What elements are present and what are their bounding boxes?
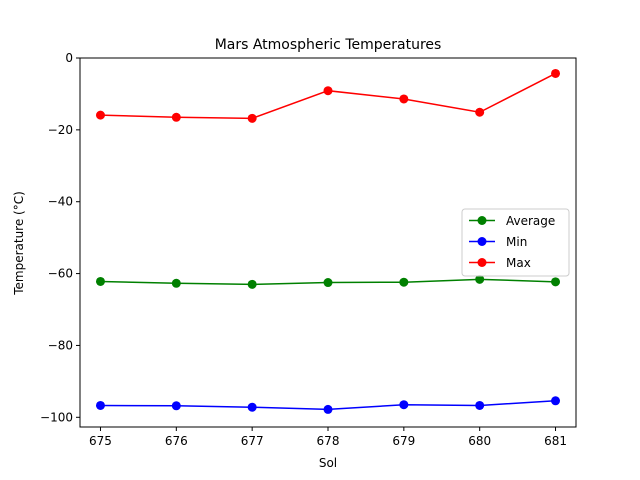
x-tick-label: 676	[165, 434, 188, 448]
data-point-average	[475, 274, 485, 284]
x-axis-label: Sol	[319, 456, 337, 470]
chart-title: Mars Atmospheric Temperatures	[215, 37, 442, 53]
data-point-max	[171, 112, 181, 122]
data-point-max	[551, 68, 561, 78]
x-tick-label: 679	[392, 434, 415, 448]
data-point-average	[247, 279, 257, 289]
data-point-max	[475, 107, 485, 117]
plot-area: 675 676 677 678 679 680 681 0 −20 −40 −60 −80 −100	[40, 51, 577, 448]
data-point-max	[399, 94, 409, 104]
y-tick-label: −40	[48, 195, 73, 209]
data-point-average	[399, 277, 409, 287]
data-point-min	[95, 400, 105, 410]
x-tick-label: 675	[89, 434, 112, 448]
data-point-min	[171, 401, 181, 411]
data-point-min	[475, 400, 485, 410]
data-point-average	[171, 278, 181, 288]
data-point-min	[551, 396, 561, 406]
y-tick-label: −80	[48, 338, 73, 352]
series-line-max	[100, 72, 556, 120]
x-tick-label: 678	[317, 434, 340, 448]
x-tick-label: 677	[241, 434, 264, 448]
data-point-max	[247, 113, 257, 123]
x-tick-label: 681	[544, 434, 567, 448]
x-tick-label: 680	[468, 434, 491, 448]
legend-marker-max	[477, 258, 487, 267]
data-point-min	[399, 400, 409, 410]
legend-marker-average	[477, 216, 487, 225]
y-axis-label: Temperature (°C)	[12, 191, 26, 296]
y-tick-label: 0	[65, 51, 73, 65]
data-point-min	[323, 404, 333, 414]
legend-label-min: Min	[506, 235, 527, 249]
data-point-max	[323, 86, 333, 96]
data-point-average	[551, 277, 561, 287]
data-point-max	[95, 110, 105, 120]
data-point-average	[95, 276, 105, 286]
legend-box	[461, 208, 570, 277]
data-point-min	[247, 402, 257, 412]
y-tick-label: −100	[40, 410, 73, 424]
legend-label-average: Average	[506, 214, 555, 228]
legend-label-max: Max	[506, 256, 531, 270]
data-point-average	[323, 278, 333, 288]
legend: Average Min Max	[461, 208, 570, 277]
y-tick-label: −20	[48, 123, 73, 137]
legend-marker-min	[477, 237, 487, 246]
y-tick-label: −60	[48, 267, 73, 281]
